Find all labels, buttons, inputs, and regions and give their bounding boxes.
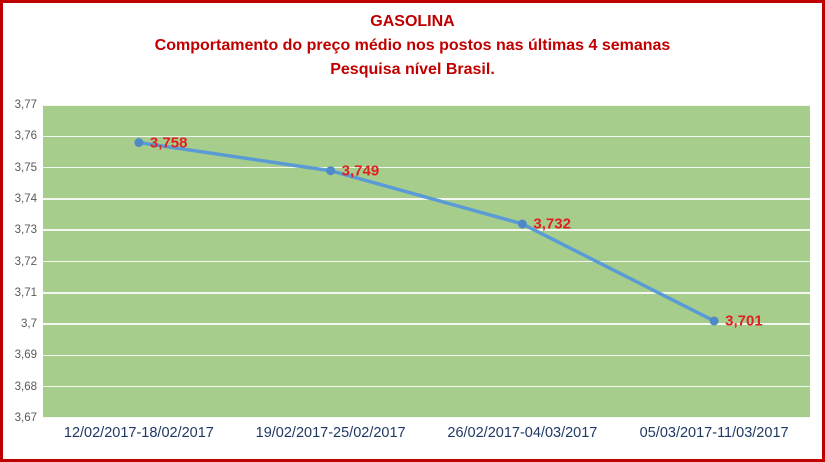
y-tick-label: 3,67 [14, 412, 37, 424]
gridline [43, 135, 810, 138]
plot-area: 3,758 3,749 3,732 3,701 [43, 104, 810, 419]
chart-title-block: GASOLINA Comportamento do preço médio no… [3, 10, 822, 82]
y-tick-label: 3,72 [14, 255, 37, 268]
y-tick-label: 3,71 [14, 286, 37, 299]
y-tick-label: 3,68 [14, 380, 37, 393]
gridline [43, 354, 810, 357]
data-label: 3,758 [149, 134, 188, 152]
chart-title: GASOLINA [370, 13, 455, 30]
chart-subtitle-2: Pesquisa nível Brasil. [330, 61, 495, 78]
gridline [43, 104, 810, 106]
gridline [43, 260, 810, 263]
gridline [43, 166, 810, 169]
x-tick-label: 26/02/2017-04/03/2017 [447, 425, 598, 441]
line-series-svg [134, 138, 719, 326]
x-tick-label: 19/02/2017-25/02/2017 [255, 425, 406, 441]
data-label: 3,732 [533, 215, 571, 233]
gridline [43, 292, 810, 294]
y-axis: 3,77 3,76 3,75 3,74 3,73 3,72 3,71 3,7 3,69 3,68 3… [3, 99, 37, 424]
y-tick-label: 3,73 [14, 224, 37, 237]
gridline [43, 229, 810, 231]
x-tick-label: 05/03/2017-11/03/2017 [639, 425, 789, 441]
gridline [43, 417, 810, 419]
series-line [137, 140, 716, 323]
data-label: 3,701 [725, 312, 763, 330]
data-point-marker [134, 138, 144, 148]
gridline [43, 385, 810, 388]
y-tick-label: 3,7 [21, 318, 37, 331]
y-tick-label: 3,74 [14, 192, 37, 205]
y-tick-label: 3,77 [14, 99, 37, 111]
y-tick-label: 3,76 [14, 130, 37, 143]
y-tick-label: 3,75 [14, 161, 37, 174]
y-tick-label: 3,69 [14, 349, 37, 362]
x-axis: 12/02/2017-18/02/2017 19/02/2017-25/02/20… [43, 423, 810, 449]
gridline [43, 323, 810, 325]
data-point-marker [709, 316, 719, 326]
data-point-marker [517, 219, 527, 229]
chart-subtitle: Comportamento do preço médio nos postos … [154, 37, 671, 54]
data-label: 3,749 [341, 162, 380, 180]
data-point-marker [326, 166, 336, 176]
x-tick-label: 12/02/2017-18/02/2017 [63, 425, 214, 441]
